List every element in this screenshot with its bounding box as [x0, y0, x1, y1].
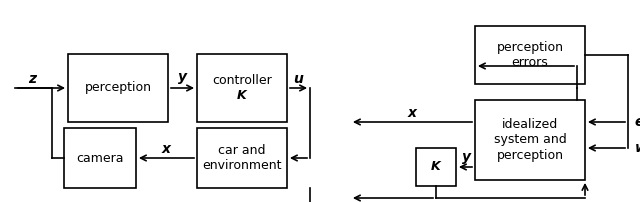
Text: $\boldsymbol{x}$: $\boldsymbol{x}$ — [161, 142, 172, 156]
Text: camera: camera — [76, 152, 124, 164]
Text: car and
environment: car and environment — [202, 144, 282, 172]
Bar — [475, 100, 585, 180]
Text: $\boldsymbol{y}$: $\boldsymbol{y}$ — [177, 72, 188, 86]
Text: $\boldsymbol{z}$: $\boldsymbol{z}$ — [28, 72, 38, 86]
Text: perception: perception — [84, 81, 152, 95]
Text: $\boldsymbol{u}$: $\boldsymbol{u}$ — [387, 200, 399, 202]
Text: $\boldsymbol{e}$: $\boldsymbol{e}$ — [634, 115, 640, 129]
Text: $\boldsymbol{u}$: $\boldsymbol{u}$ — [292, 72, 304, 86]
Bar — [197, 128, 287, 188]
Text: idealized
system and
perception: idealized system and perception — [493, 119, 566, 162]
Text: $\boldsymbol{x}$: $\boldsymbol{x}$ — [406, 106, 419, 120]
Text: perception
errors: perception errors — [497, 41, 563, 69]
Text: $\boldsymbol{w}$: $\boldsymbol{w}$ — [634, 141, 640, 155]
Text: $\boldsymbol{w}$: $\boldsymbol{w}$ — [312, 201, 328, 202]
Bar — [475, 26, 585, 84]
Bar — [197, 54, 287, 122]
Bar — [416, 148, 456, 186]
Text: controller
$\boldsymbol{K}$: controller $\boldsymbol{K}$ — [212, 74, 272, 102]
Bar — [68, 54, 168, 122]
Text: $\boldsymbol{K}$: $\boldsymbol{K}$ — [430, 161, 442, 174]
Text: $\boldsymbol{y}$: $\boldsymbol{y}$ — [461, 150, 473, 165]
Bar — [64, 128, 136, 188]
